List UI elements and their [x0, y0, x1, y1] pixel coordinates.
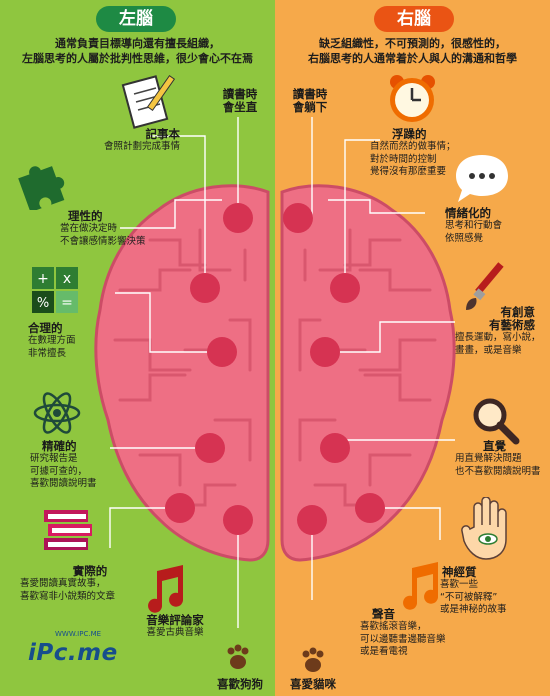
right-item-intuition: 直覺 用直覺解決問題 也不喜歡閱讀說明書 [455, 440, 550, 478]
right-item-emotional: 情緒化的 思考和行動會 依照感覺 [445, 207, 545, 245]
left-item-notepad-desc: 會照計劃完成事情 [103, 141, 180, 152]
node-left-3 [207, 337, 237, 367]
left-item-practical-desc: 喜愛閱讀真實故事， 喜歡寫非小說類的文章 [20, 578, 116, 602]
paintbrush-icon [466, 262, 504, 310]
left-item-logical: 合理的 在數理方面 非常擅長 [28, 322, 128, 360]
right-title-pill: 右腦 [374, 6, 454, 32]
right-item-creative-desc: 擅長運動，寫小說， 畫畫，或是音樂 [455, 332, 541, 356]
right-item-emotional-title: 情緒化的 [445, 206, 491, 220]
left-item-rational: 理性的 當在做決定時 不會讓感情影響決策 [60, 210, 175, 248]
right-item-nervous-title: 神經質 [442, 565, 477, 579]
connector-lines [109, 117, 455, 628]
right-intro-line-1: 缺乏組織性，不可預測的，很感性的， [319, 37, 506, 50]
right-item-creative-title: 有創意 有藝術感 [489, 305, 535, 332]
left-item-rational-desc: 當在做決定時 不會讓感情影響決策 [60, 223, 146, 247]
right-item-intuition-desc: 用直覺解決問題 也不喜歡閱讀說明書 [455, 453, 541, 477]
puzzle-icon [18, 166, 65, 210]
right-intro-line-2: 右腦思考的人通常着於人與人的溝通和哲學 [308, 52, 517, 65]
right-item-intuition-title: 直覺 [483, 439, 506, 453]
right-title: 右腦 [374, 6, 454, 32]
hand-eye-icon [461, 497, 507, 560]
alarm-clock-icon [390, 75, 435, 122]
left-item-logical-desc: 在數理方面 非常擅長 [28, 335, 76, 359]
left-item-practical: 實際的 喜愛閱讀真實故事， 喜歡寫非小說類的文章 [20, 565, 160, 603]
node-right-2 [330, 273, 360, 303]
right-item-sound-title: 聲音 [372, 607, 395, 621]
music-note-icon [148, 565, 184, 613]
node-left-5 [165, 493, 195, 523]
left-hemisphere [94, 184, 270, 562]
notepad-pencil-icon [121, 75, 176, 129]
svg-text:x: x [63, 271, 71, 287]
svg-text:+: + [37, 271, 49, 287]
left-item-logical-title: 合理的 [28, 321, 63, 335]
left-intro-line-1: 通常負責目標導向還有擅長組織， [55, 37, 220, 50]
node-left-4 [195, 433, 225, 463]
music-note-icon-right [403, 562, 439, 610]
node-right-1 [283, 203, 313, 233]
node-right-4 [320, 433, 350, 463]
right-item-restless: 浮躁的 自然而然的做事情； 對於時間的控制 覺得沒有那麼重要 [370, 128, 490, 179]
svg-text:=: = [61, 295, 73, 311]
node-right-5 [355, 493, 385, 523]
right-label-lie-down: 讀書時 會躺下 [292, 87, 328, 114]
node-right-3 [310, 337, 340, 367]
left-item-music-critic-title: 音樂評論家 [146, 613, 204, 627]
right-hemisphere [280, 184, 456, 562]
left-item-music-critic: 音樂評論家 喜愛古典音樂 [120, 614, 230, 640]
left-item-notepad: 記事本 會照計劃完成事情 [60, 128, 180, 154]
left-item-music-critic-desc: 喜愛古典音樂 [146, 627, 204, 638]
brain-nodes [165, 203, 385, 535]
left-label-sit-upright: 讀書時 會坐直 [222, 87, 258, 114]
right-item-sound: 聲音 喜歡搖滾音樂， 可以邊聽書邊聽音樂 或是看電視 [360, 608, 470, 659]
left-intro: 通常負責目標導向還有擅長組織， 左腦思考的人屬於批判性思維，很少會心不在焉 [5, 36, 270, 66]
paw-icon [227, 644, 249, 669]
right-item-restless-title: 浮躁的 [392, 127, 427, 141]
node-left-1 [223, 203, 253, 233]
paw-icon-right [302, 647, 324, 672]
right-item-emotional-desc: 思考和行動會 依照感覺 [445, 220, 503, 244]
left-title-pill: 左腦 [96, 6, 176, 32]
left-item-practical-title: 實際的 [72, 564, 108, 578]
svg-text:%: % [37, 296, 49, 311]
logo-url: WWW.IPC.ME [55, 630, 102, 638]
magnifier-icon [473, 398, 520, 445]
right-item-cats: 喜愛貓咪 [290, 677, 336, 691]
node-right-6 [297, 505, 327, 535]
left-item-precise-title: 精確的 [42, 439, 77, 453]
left-item-rational-title: 理性的 [68, 209, 103, 223]
left-title: 左腦 [96, 6, 176, 32]
left-item-precise-desc: 研究報告是 可據可查的， 喜歡閱讀說明書 [30, 453, 97, 489]
left-item-precise: 精確的 研究報告是 可據可查的， 喜歡閱讀說明書 [30, 440, 130, 491]
right-item-sound-desc: 喜歡搖滾音樂， 可以邊聽書邊聽音樂 或是看電視 [360, 621, 446, 657]
right-item-nervous-desc: 喜歡一些 “不可被解釋” 或是神秘的故事 [440, 579, 507, 615]
speech-bubble-icon [456, 155, 508, 202]
site-logo: iPc.me [28, 640, 118, 666]
brain-folds [113, 228, 437, 507]
node-left-2 [190, 273, 220, 303]
right-item-nervous: 神經質 喜歡一些 “不可被解釋” 或是神秘的故事 [440, 566, 550, 617]
left-item-notepad-title: 記事本 [145, 127, 181, 141]
brain-illustration [94, 184, 456, 562]
right-item-creative: 有創意 有藝術感 擅長運動，寫小說， 畫畫，或是音樂 [455, 306, 545, 357]
node-left-6 [223, 505, 253, 535]
right-item-restless-desc: 自然而然的做事情； 對於時間的控制 覺得沒有那麼重要 [370, 141, 456, 177]
left-item-dogs: 喜歡狗狗 [217, 677, 263, 691]
books-icon [44, 510, 92, 550]
calculator-icon: + x % = [32, 267, 78, 313]
left-intro-line-2: 左腦思考的人屬於批判性思維，很少會心不在焉 [22, 52, 253, 65]
right-intro: 缺乏組織性，不可預測的，很感性的， 右腦思考的人通常着於人與人的溝通和哲學 [280, 36, 545, 66]
atom-icon [33, 392, 81, 434]
